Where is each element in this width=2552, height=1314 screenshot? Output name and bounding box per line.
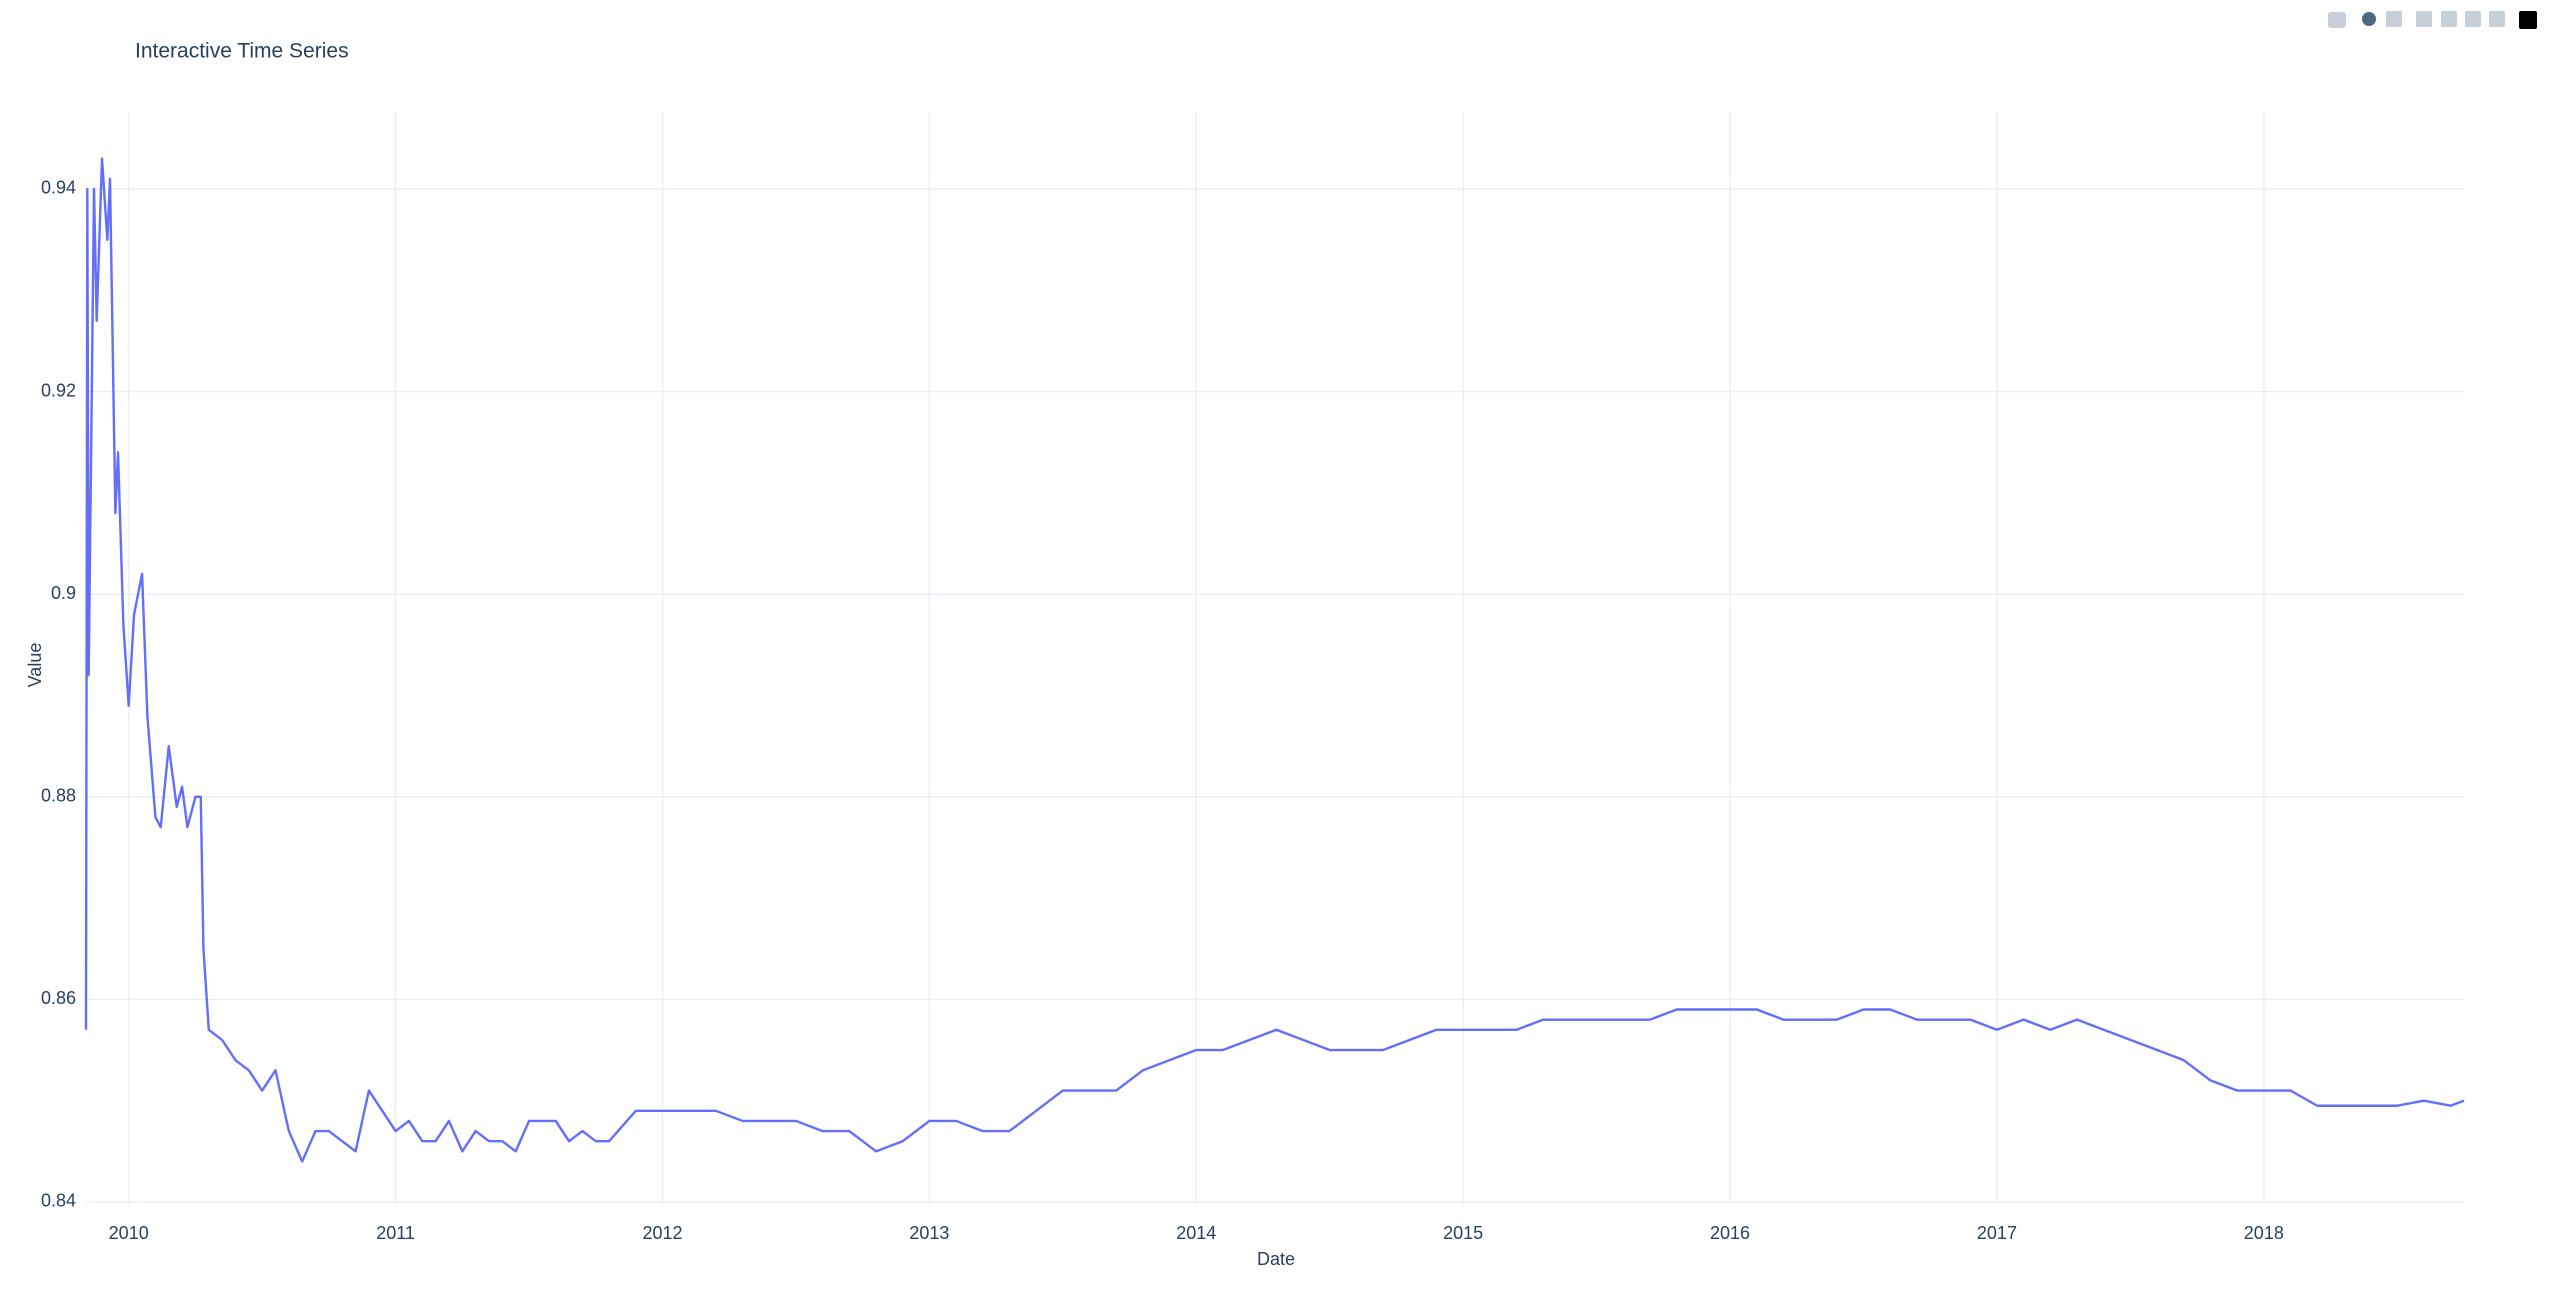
reset-button[interactable] [2489,11,2505,27]
x-tick-label: 2013 [909,1223,949,1243]
x-tick-label: 2016 [1710,1223,1750,1243]
x-tick-label: 2012 [642,1223,682,1243]
plotly-logo[interactable] [2519,11,2537,29]
zoom-button[interactable] [2362,12,2376,26]
zoom-in-button[interactable] [2416,11,2432,27]
x-tick-label: 2011 [376,1223,415,1243]
zoom-out-button[interactable] [2441,11,2457,27]
y-tick-label: 0.94 [41,178,76,198]
x-tick-label: 2017 [1977,1223,2017,1243]
series-line [84,157,2465,1163]
y-axis-label: Value [25,643,45,688]
x-tick-label: 2014 [1176,1223,1216,1243]
x-tick-label: 2015 [1443,1223,1483,1243]
y-tick-label: 0.88 [41,786,76,806]
pan-button[interactable] [2386,11,2402,27]
x-tick-label: 2018 [2244,1223,2284,1243]
camera-button[interactable] [2328,12,2346,28]
y-tick-label: 0.84 [41,1191,76,1211]
y-tick-label: 0.86 [41,988,76,1008]
y-tick-label: 0.92 [41,380,76,400]
x-tick-label: 2010 [109,1223,149,1243]
x-axis-label: Date [1257,1249,1295,1269]
y-tick-label: 0.9 [51,583,76,603]
autoscale-button[interactable] [2465,11,2481,27]
chart-title: Interactive Time Series [135,40,349,63]
modebar [2328,11,2537,29]
